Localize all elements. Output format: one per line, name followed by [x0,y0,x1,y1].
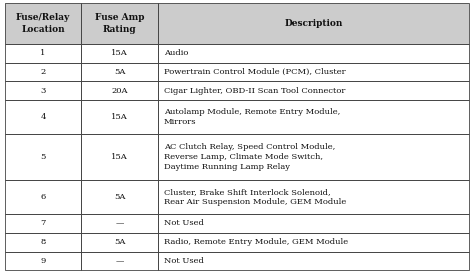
Text: 6: 6 [40,193,46,201]
Bar [82,100,158,134]
Bar [158,233,469,251]
Text: 5: 5 [40,153,46,161]
Text: 15A: 15A [111,49,128,57]
Text: Cluster, Brake Shift Interlock Solenoid,
Rear Air Suspension Module, GEM Module: Cluster, Brake Shift Interlock Solenoid,… [164,188,346,206]
Text: Autolamp Module, Remote Entry Module,
Mirrors: Autolamp Module, Remote Entry Module, Mi… [164,108,340,126]
Text: 8: 8 [40,238,46,246]
Bar [82,180,158,214]
Bar [158,3,469,44]
Text: 2: 2 [40,68,46,76]
Bar [158,251,469,270]
Bar [158,100,469,134]
Bar [5,134,82,180]
Bar [158,81,469,100]
Bar [158,214,469,233]
Bar [5,44,82,63]
Text: 5A: 5A [114,238,126,246]
Bar [82,214,158,233]
Text: 1: 1 [40,49,46,57]
Bar [158,233,469,251]
Text: Cigar Lighter, OBD-II Scan Tool Connector: Cigar Lighter, OBD-II Scan Tool Connecto… [164,87,345,95]
Text: 15A: 15A [111,113,128,121]
Bar [158,63,469,81]
Bar [82,81,158,100]
Bar [82,233,158,251]
Text: Fuse Amp
Rating: Fuse Amp Rating [95,13,145,34]
Text: Audio: Audio [164,49,188,57]
Bar [82,44,158,63]
Text: 5A: 5A [114,193,126,201]
Bar [5,233,82,251]
Bar [82,180,158,214]
Bar [5,3,82,44]
Bar [158,44,469,63]
Bar [82,63,158,81]
Text: Fuse/Relay
Location: Fuse/Relay Location [16,13,70,34]
Bar [158,180,469,214]
Bar [5,214,82,233]
Bar [158,251,469,270]
Text: 15A: 15A [111,153,128,161]
Bar [5,134,82,180]
Text: Powertrain Control Module (PCM), Cluster: Powertrain Control Module (PCM), Cluster [164,68,346,76]
Text: 7: 7 [40,219,46,227]
Bar [158,44,469,63]
Text: AC Clutch Relay, Speed Control Module,
Reverse Lamp, Climate Mode Switch,
Daytim: AC Clutch Relay, Speed Control Module, R… [164,143,335,171]
Bar [5,81,82,100]
Bar [82,233,158,251]
Text: 4: 4 [40,113,46,121]
Bar [82,134,158,180]
Bar [82,63,158,81]
Text: —: — [116,257,124,265]
Bar [158,81,469,100]
Text: Not Used: Not Used [164,257,204,265]
Text: Not Used: Not Used [164,219,204,227]
Bar [158,134,469,180]
Text: 5A: 5A [114,68,126,76]
Bar [82,251,158,270]
Bar [5,233,82,251]
Text: —: — [116,219,124,227]
Bar [82,3,158,44]
Bar [5,63,82,81]
Bar [82,44,158,63]
Text: 20A: 20A [111,87,128,95]
Bar [158,214,469,233]
Bar [82,100,158,134]
Bar [5,63,82,81]
Text: Radio, Remote Entry Module, GEM Module: Radio, Remote Entry Module, GEM Module [164,238,348,246]
Bar [5,81,82,100]
Bar [5,180,82,214]
Bar [158,100,469,134]
Bar [5,214,82,233]
Bar [5,251,82,270]
Bar [158,134,469,180]
Text: Description: Description [284,19,343,28]
Bar [158,180,469,214]
Bar [82,3,158,44]
Text: 3: 3 [40,87,46,95]
Bar [5,44,82,63]
Bar [5,180,82,214]
Bar [82,134,158,180]
Bar [5,100,82,134]
Bar [82,214,158,233]
Bar [5,3,82,44]
Bar [158,3,469,44]
Bar [82,81,158,100]
Bar [82,251,158,270]
Bar [5,251,82,270]
Bar [5,100,82,134]
Bar [158,63,469,81]
Text: 9: 9 [40,257,46,265]
